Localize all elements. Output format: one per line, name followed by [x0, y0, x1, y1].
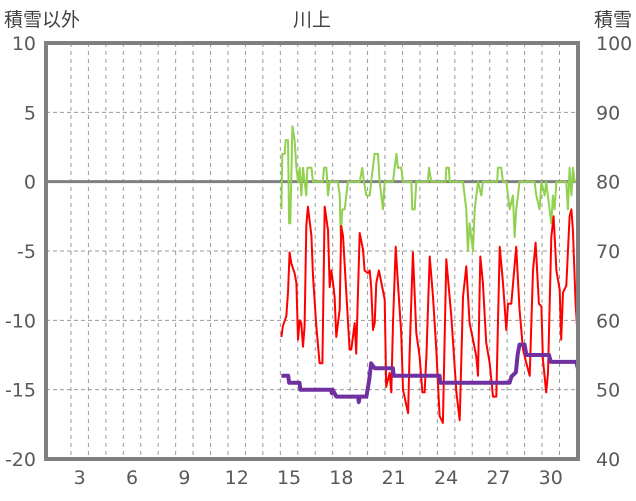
- x-tick-label: 15: [277, 467, 301, 489]
- x-tick-label: 3: [74, 467, 86, 489]
- left-tick-label: -10: [5, 310, 36, 332]
- x-tick-label: 9: [178, 467, 190, 489]
- right-tick-label: 90: [596, 102, 620, 124]
- x-tick-label: 24: [434, 467, 458, 489]
- left-axis-title: 積雪以外: [4, 9, 80, 31]
- right-tick-label: 70: [596, 241, 620, 263]
- left-tick-label: -5: [17, 241, 36, 263]
- chart-title: 川上: [293, 9, 331, 31]
- left-tick-label: 5: [24, 102, 36, 124]
- x-tick-label: 27: [486, 467, 510, 489]
- left-tick-label: 0: [24, 172, 36, 194]
- right-tick-label: 40: [596, 449, 620, 471]
- left-tick-label: 10: [12, 33, 36, 55]
- series-lines: [280, 125, 580, 424]
- right-tick-label: 60: [596, 310, 620, 332]
- right-tick-label: 50: [596, 380, 620, 402]
- x-tick-label: 18: [329, 467, 353, 489]
- right-axis-title: 積雪: [594, 9, 632, 31]
- x-tick-label: 6: [126, 467, 138, 489]
- series-snow-line: [281, 342, 580, 405]
- left-tick-label: -15: [5, 380, 36, 402]
- series-red-line: [280, 205, 579, 424]
- plot-frame: [44, 41, 580, 461]
- right-tick-label: 80: [596, 172, 620, 194]
- x-tick-label: 21: [382, 467, 406, 489]
- x-tick-label: 30: [539, 467, 563, 489]
- series-green-line: [280, 125, 578, 252]
- right-tick-label: 100: [596, 33, 632, 55]
- x-tick-label: 12: [225, 467, 249, 489]
- left-tick-label: -20: [5, 449, 36, 471]
- gridlines: [46, 43, 578, 459]
